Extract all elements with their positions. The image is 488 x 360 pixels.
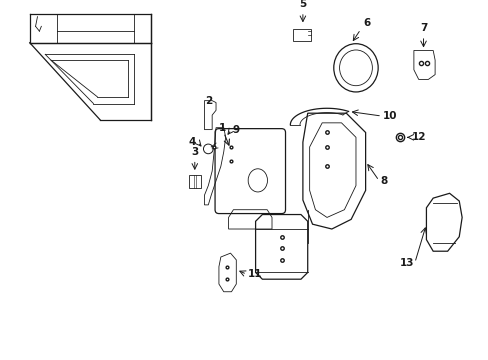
Text: 8: 8 bbox=[379, 176, 386, 186]
Bar bbox=[293, 29, 310, 41]
Text: 2: 2 bbox=[204, 96, 211, 105]
Text: 5: 5 bbox=[299, 0, 306, 9]
Text: 1: 1 bbox=[219, 123, 226, 133]
Text: 4: 4 bbox=[188, 137, 195, 147]
Text: 9: 9 bbox=[232, 125, 239, 135]
Text: 11: 11 bbox=[247, 269, 262, 279]
Text: 6: 6 bbox=[363, 18, 370, 28]
Bar bbox=[189, 175, 200, 189]
Text: 3: 3 bbox=[191, 147, 198, 157]
Text: 12: 12 bbox=[411, 132, 426, 142]
Text: 13: 13 bbox=[399, 258, 413, 268]
Text: 7: 7 bbox=[419, 23, 427, 33]
Text: 10: 10 bbox=[382, 111, 397, 121]
